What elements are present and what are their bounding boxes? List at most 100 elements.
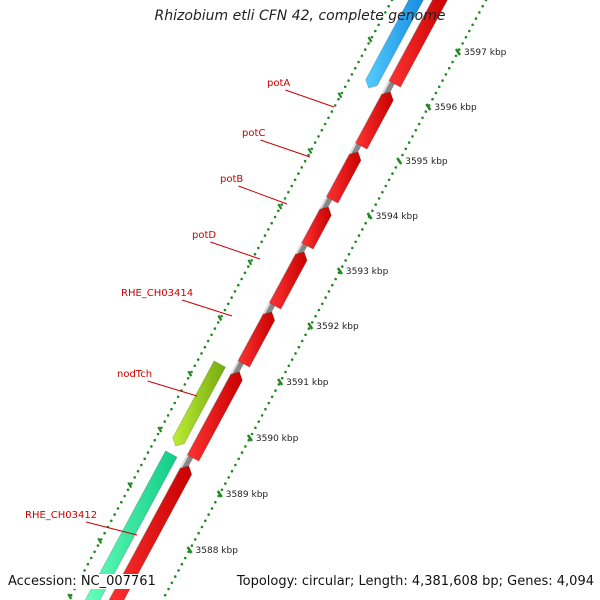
scale-tick [425, 103, 432, 111]
sequence-dot [123, 494, 126, 498]
scale-dot [461, 42, 464, 45]
sequence-dot [270, 221, 273, 225]
sequence-dot [196, 358, 200, 361]
scale-dot [444, 73, 448, 76]
scale-dot [484, 0, 488, 2]
forward-gene-8 [108, 465, 193, 600]
sequence-dot [109, 519, 113, 523]
sequence-dot [113, 513, 116, 516]
scale-dot [163, 593, 167, 597]
scale-dot [451, 60, 454, 64]
leader-line-potb [238, 185, 288, 205]
scale-tick-label: 3594 kbp [376, 212, 419, 222]
sequence-dot [317, 135, 320, 138]
sequence-dot [313, 141, 317, 144]
sequence-dot [83, 569, 86, 572]
sequence-dot [390, 0, 394, 2]
scale-dot [347, 252, 351, 256]
sequence-dot [146, 451, 150, 454]
sequence-dot [116, 507, 120, 510]
sequence-dot [99, 538, 103, 541]
scale-dot [260, 414, 264, 417]
scale-tick [307, 322, 314, 330]
scale-dot [230, 469, 234, 473]
scale-dot [167, 587, 170, 591]
scale-dot [314, 314, 317, 318]
sequence-dot [303, 159, 307, 163]
scale-dot [341, 265, 344, 268]
scale-dot [234, 463, 237, 467]
sequence-dot [153, 438, 157, 442]
gene-label-nodtch: nodTch [117, 369, 152, 380]
sequence-dot [377, 23, 380, 27]
scale-dot [454, 54, 458, 58]
scale-tick-label: 3597 kbp [464, 48, 507, 58]
leader-line-potd [210, 241, 261, 260]
sequence-dot [384, 11, 387, 14]
scale-dot [237, 457, 241, 461]
scale-dot [244, 445, 247, 448]
sequence-tick [157, 426, 163, 433]
sequence-dot [387, 4, 390, 8]
sequence-dot [283, 197, 287, 200]
scale-dot [361, 228, 364, 231]
sequence-dot [363, 48, 367, 51]
scale-tick-label: 3595 kbp [405, 157, 448, 167]
scale-dot [200, 525, 204, 529]
scale-dot [374, 203, 378, 206]
scale-tick-label: 3596 kbp [434, 103, 477, 113]
sequence-dot [293, 178, 297, 182]
scale-dot [417, 122, 421, 126]
sequence-dot [277, 209, 280, 213]
scale-tick [186, 546, 193, 554]
scale-dot [407, 141, 411, 144]
sequence-dot [126, 488, 130, 492]
scale-dot [424, 110, 428, 113]
scale-dot [344, 259, 347, 262]
scale-tick [366, 212, 373, 220]
scale-dot [421, 116, 424, 120]
sequence-dot [333, 104, 337, 107]
scale-dot [334, 277, 337, 281]
sequence-dot [340, 91, 344, 95]
scale-dot [414, 128, 418, 132]
sequence-dot [200, 352, 203, 355]
scale-dot [447, 66, 451, 70]
sequence-dot [226, 302, 230, 306]
sequence-dot [360, 54, 364, 58]
sequence-dot [213, 327, 217, 330]
sequence-dot [247, 265, 250, 268]
sequence-dot [190, 370, 193, 374]
scale-dot [381, 190, 384, 194]
scale-tick-label: 3592 kbp [316, 322, 359, 332]
scale-dot [310, 321, 314, 324]
sequence-dot [150, 445, 153, 448]
scale-dot [404, 147, 408, 151]
forward-gene-5 [268, 251, 308, 310]
scale-dot [441, 79, 444, 82]
scale-dot [250, 432, 254, 436]
sequence-dot [156, 432, 160, 436]
scale-tick-label: 3591 kbp [286, 378, 329, 388]
sequence-dot [287, 190, 290, 194]
gene-label-potc: potC [242, 128, 265, 139]
scale-dot [357, 234, 361, 237]
scale-dot [437, 85, 441, 89]
nodtch-gene-block [172, 360, 227, 447]
scale-tick [216, 490, 223, 498]
sequence-dot [130, 482, 133, 485]
sequence-dot [186, 376, 190, 380]
scale-dot [351, 246, 354, 250]
scale-dot [294, 352, 297, 355]
sequence-dot [206, 339, 210, 343]
scale-dot [227, 476, 230, 479]
scale-dot [387, 178, 391, 182]
sequence-tick [337, 92, 343, 99]
scale-dot [267, 401, 271, 405]
leader-line-nodtch [147, 380, 198, 397]
sequence-dot [223, 308, 227, 312]
gene-label-rhe_ch03414: RHE_CH03414 [121, 288, 193, 299]
sequence-tick [307, 147, 313, 154]
scale-tick-label: 3588 kbp [196, 546, 239, 556]
